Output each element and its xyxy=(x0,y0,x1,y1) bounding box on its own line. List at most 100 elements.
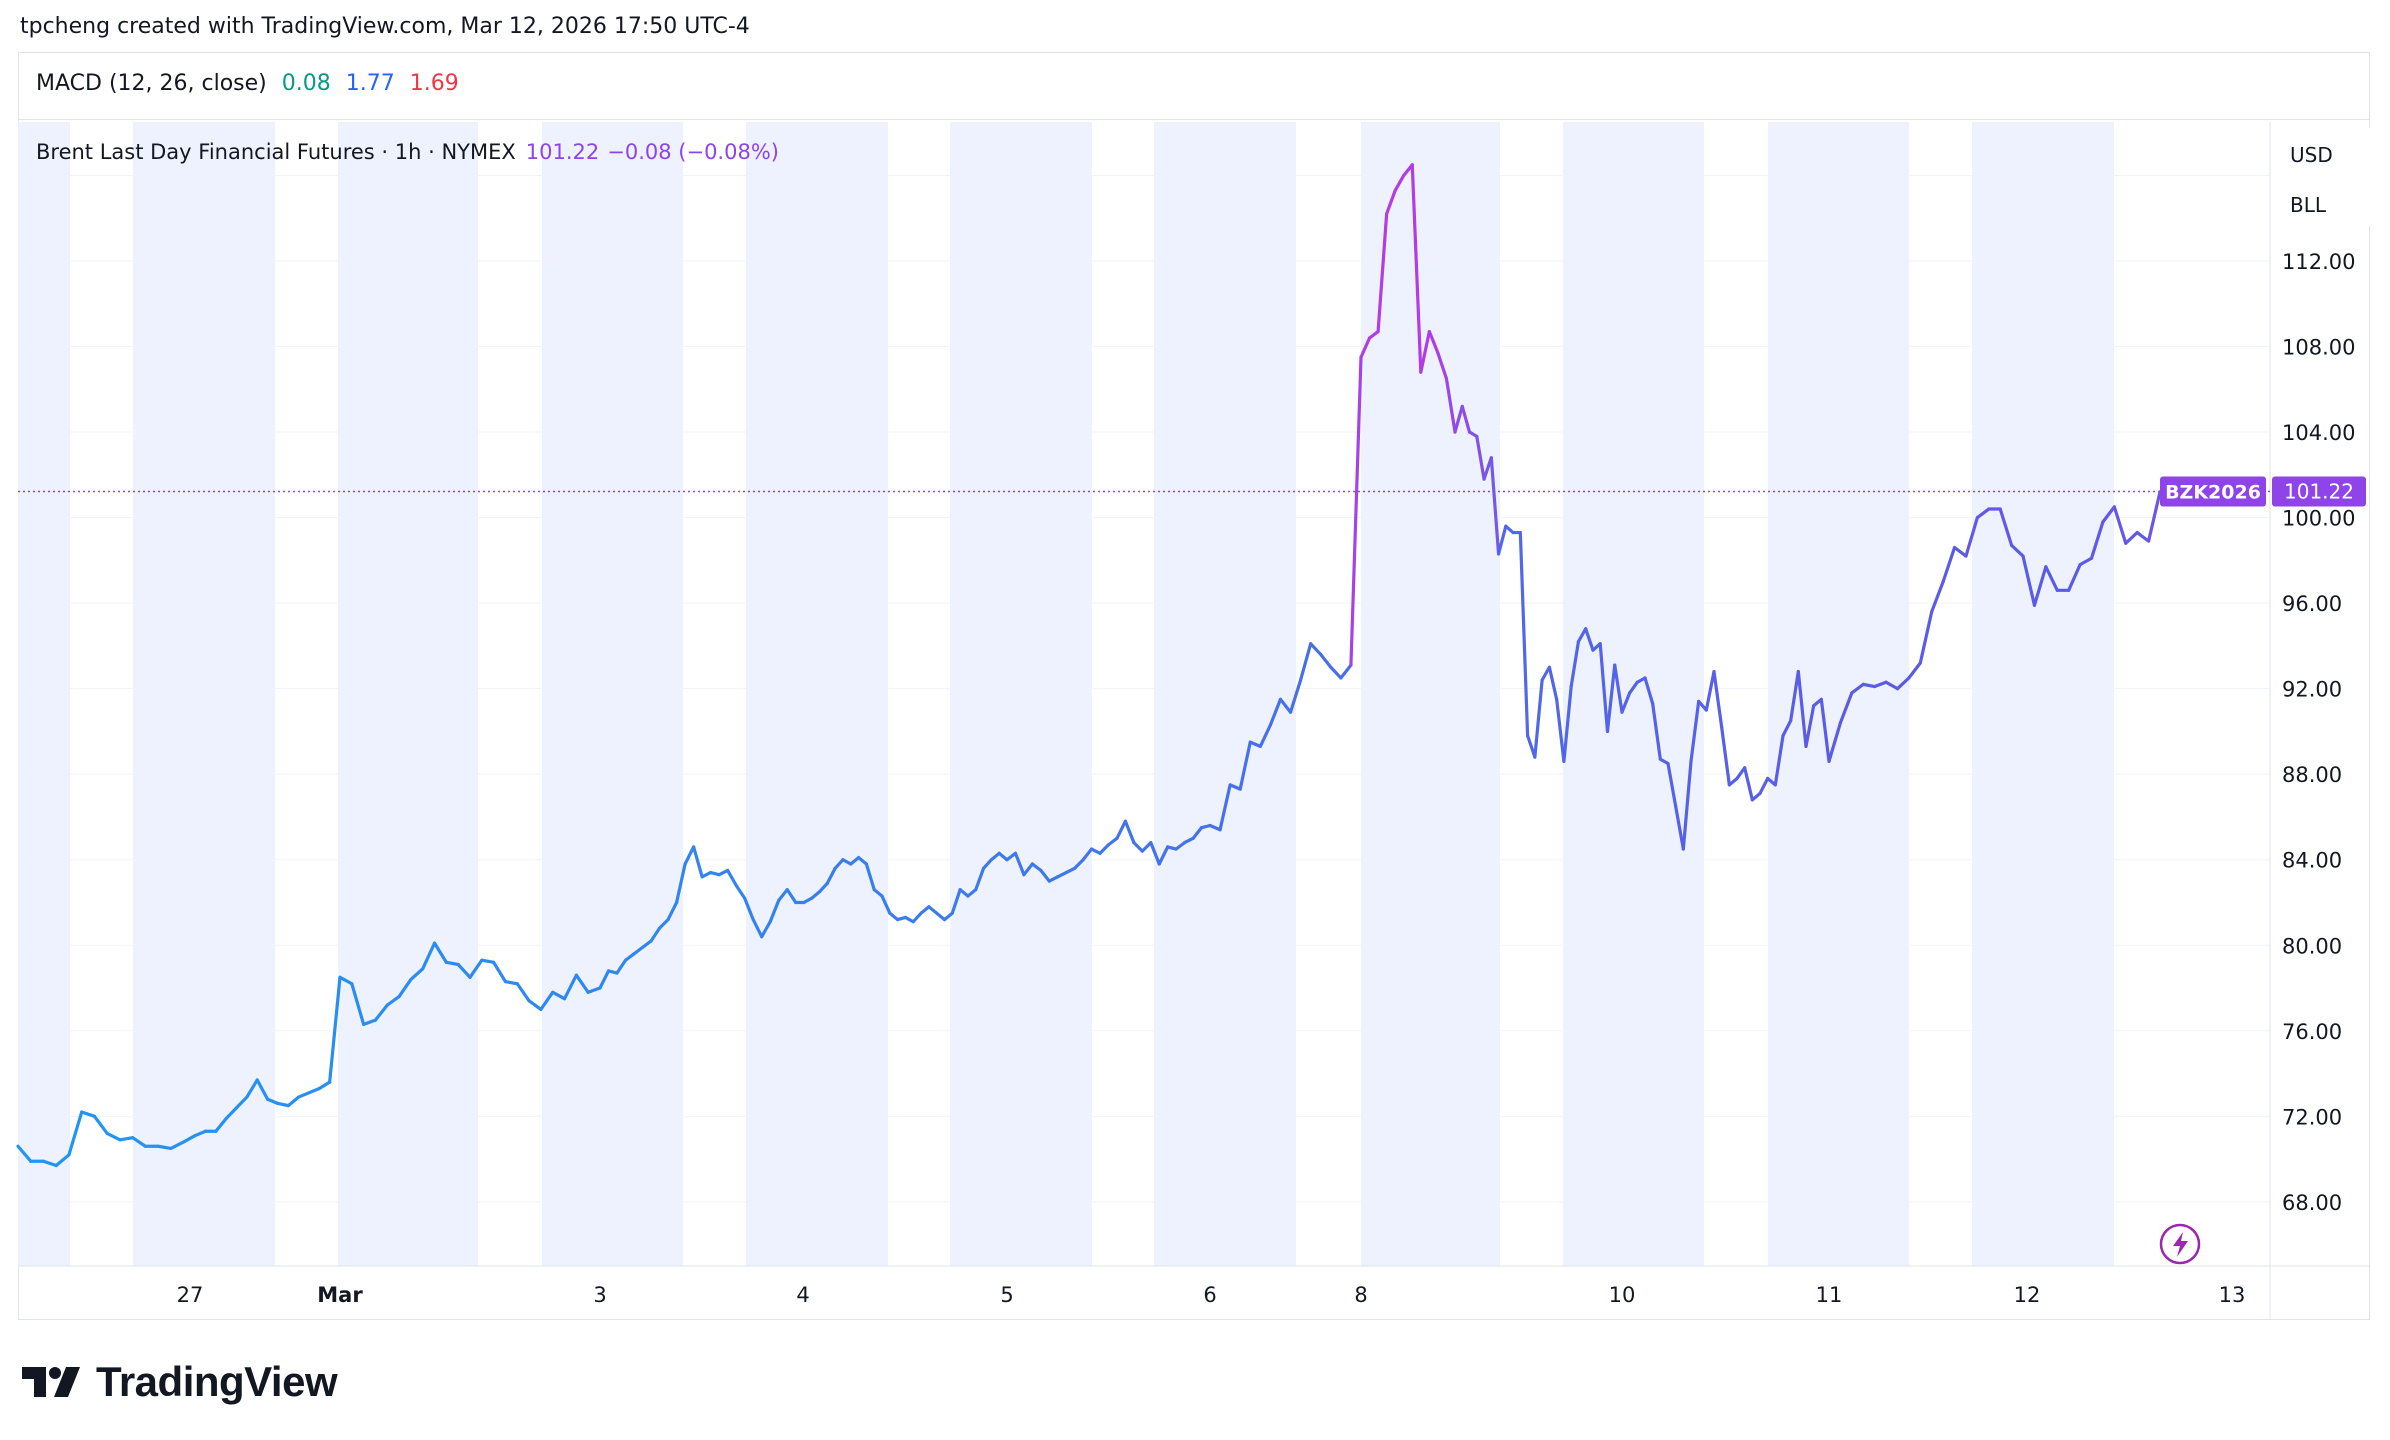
price-line-segment xyxy=(193,1129,208,1138)
measure-unit[interactable]: BLL xyxy=(2290,193,2327,217)
price-line-segment xyxy=(615,958,628,975)
x-tick-label: Mar xyxy=(317,1283,363,1307)
price-line-segment xyxy=(1367,329,1380,340)
price-line-segment xyxy=(743,896,755,922)
price-line-segment xyxy=(444,960,460,967)
price-line-segment xyxy=(692,845,704,879)
price-line-segment xyxy=(539,990,555,1012)
price-line-segment xyxy=(856,855,868,866)
price-line-segment xyxy=(1907,661,1922,680)
lightning-icon[interactable] xyxy=(2159,1223,2201,1265)
symbol-legend[interactable]: Brent Last Day Financial Futures · 1h · … xyxy=(36,140,779,164)
price-line-segment xyxy=(362,1018,378,1026)
price-line-segment xyxy=(1704,669,1716,712)
session-band xyxy=(746,122,888,1266)
price-line-segment xyxy=(1743,766,1754,802)
price-line-segment xyxy=(872,888,884,898)
tradingview-logo[interactable]: TradingView xyxy=(22,1358,338,1406)
macd-pane xyxy=(18,52,2370,120)
price-line-segment xyxy=(935,911,947,922)
price-line-segment xyxy=(1208,823,1222,832)
price-line-segment xyxy=(1540,665,1551,682)
price-line-segment xyxy=(623,952,636,962)
price-line-segment xyxy=(1930,580,1945,614)
price-line-segment xyxy=(276,1101,290,1108)
price-line-segment xyxy=(182,1133,197,1144)
price-line-segment xyxy=(817,881,829,894)
price-line-segment xyxy=(1613,663,1624,714)
price-line-segment xyxy=(1339,663,1353,680)
session-bands xyxy=(18,122,2114,1266)
price-line-segment xyxy=(1975,507,1991,520)
session-band xyxy=(338,122,478,1266)
price-line-segment xyxy=(1410,163,1423,374)
y-tick-label: 100.00 xyxy=(2282,507,2355,531)
lightning-bolt xyxy=(2173,1232,2188,1257)
y-tick-label: 108.00 xyxy=(2282,336,2355,360)
price-line-segment xyxy=(1132,841,1144,853)
price-line-segment xyxy=(80,1110,97,1118)
macd-name: MACD (12, 26, close) xyxy=(36,71,267,96)
price-line-segment xyxy=(1436,351,1449,381)
price-line-segment xyxy=(245,1078,259,1099)
price-line-segment xyxy=(2044,565,2059,592)
price-line-segment xyxy=(1174,841,1187,851)
price-line-segment xyxy=(2089,520,2105,560)
price-line-segment xyxy=(421,941,437,971)
price-line-segment xyxy=(1964,515,1979,558)
price-line-segment xyxy=(864,862,876,892)
price-line-segment xyxy=(1460,404,1472,434)
price-line-segment xyxy=(409,967,425,982)
last-price-tag: BZK2026 101.22 xyxy=(18,476,2366,1265)
price-line-segment xyxy=(958,888,970,898)
price-line-segment xyxy=(1628,680,1639,695)
price-line-segment xyxy=(338,975,354,986)
price-line-segment xyxy=(1013,851,1026,877)
price-line-segment xyxy=(674,862,687,905)
price-line-segment xyxy=(2146,490,2162,543)
price-line-segment xyxy=(54,1153,71,1168)
price-line-segment xyxy=(997,851,1009,862)
price-line-segment xyxy=(1319,652,1333,669)
price-line-segment xyxy=(632,945,645,956)
x-tick-label: 11 xyxy=(1816,1283,1843,1307)
price-line-segment xyxy=(1489,456,1501,556)
price-line-segment xyxy=(156,1144,173,1150)
price-line-segment xyxy=(317,1080,332,1091)
price-line-segment xyxy=(683,845,696,866)
y-tick-label: 88.00 xyxy=(2282,763,2342,787)
macd-legend[interactable]: MACD (12, 26, close) 0.08 1.77 1.69 xyxy=(36,71,459,96)
time-axis: 27 Mar 3 4 5 6 8 10 11 12 13 xyxy=(177,1283,2246,1307)
price-line-segment xyxy=(1157,845,1170,866)
price-line-segment xyxy=(1268,697,1283,727)
currency-unit[interactable]: USD xyxy=(2290,143,2333,167)
x-tick-label: 8 xyxy=(1354,1283,1367,1307)
price-line-segment xyxy=(1329,665,1343,680)
session-band xyxy=(133,122,275,1266)
price-line-segment xyxy=(1393,173,1406,193)
price-line-segment xyxy=(1712,669,1724,729)
session-band xyxy=(1361,122,1500,1266)
price-line-segment xyxy=(1106,836,1119,847)
price-line-segment xyxy=(1039,868,1051,883)
price-line-segment xyxy=(2010,543,2025,558)
price-line-segment xyxy=(989,851,1001,862)
price-line-segment xyxy=(942,911,954,922)
price-line-segment xyxy=(598,969,611,990)
x-tick-label: 13 xyxy=(2219,1283,2246,1307)
price-line-segment xyxy=(777,888,789,902)
price-line-segment xyxy=(1727,776,1739,787)
price-line-segment xyxy=(1248,740,1262,748)
price-line-segment xyxy=(574,973,590,994)
price-line-segment xyxy=(666,900,679,922)
x-tick-label: 10 xyxy=(1609,1283,1636,1307)
price-line-segment xyxy=(224,1106,239,1121)
price-line-segment xyxy=(131,1136,148,1148)
price-line-segment xyxy=(16,1144,33,1163)
price-line-segment xyxy=(1773,734,1785,787)
grid-lines xyxy=(18,122,2370,1320)
y-tick-label: 80.00 xyxy=(2282,934,2342,958)
price-line-segment xyxy=(1789,669,1800,723)
price-line-segment xyxy=(2101,505,2116,524)
